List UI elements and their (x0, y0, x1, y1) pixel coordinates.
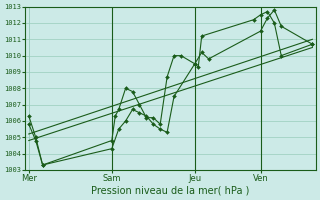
X-axis label: Pression niveau de la mer( hPa ): Pression niveau de la mer( hPa ) (92, 186, 250, 196)
